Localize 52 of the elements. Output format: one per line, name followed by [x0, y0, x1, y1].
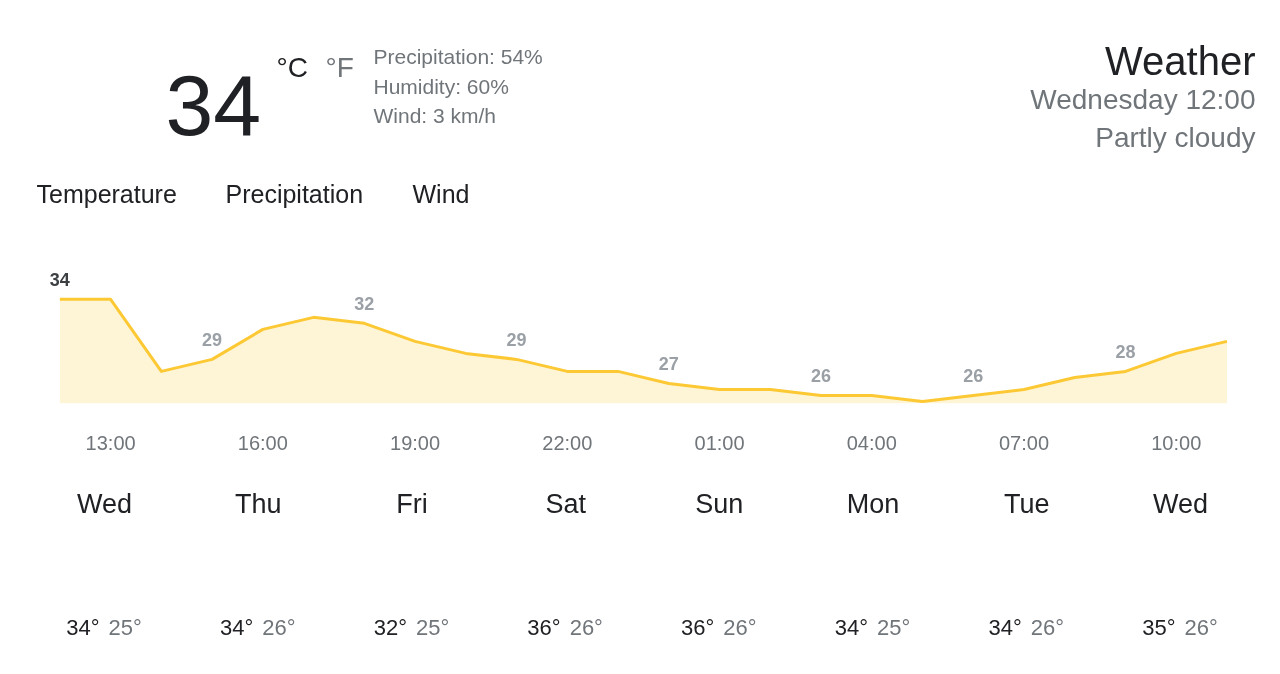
data-label: 26 — [963, 366, 984, 387]
data-label: 32 — [354, 294, 375, 315]
annotation: 26° — [1030, 615, 1065, 640]
category-label: Thu — [234, 488, 282, 519]
data-label: 29 — [506, 330, 527, 351]
annotation: 34° — [834, 615, 869, 640]
x-tick-label: 22:00 — [542, 431, 593, 454]
annotation: 35° — [1142, 615, 1176, 640]
data-label: 29 — [202, 330, 223, 351]
annotation: 26° — [569, 615, 603, 640]
annotation: 25° — [415, 615, 450, 640]
text: Precipitation — [225, 179, 364, 208]
annotation: 25° — [108, 615, 142, 640]
x-tick-label: 07:00 — [998, 431, 1050, 454]
category-label: Tue — [1004, 488, 1050, 519]
annotation: 26° — [723, 615, 757, 640]
text: Temperature — [36, 179, 177, 208]
category-label: Wed — [1152, 488, 1209, 519]
text: Wind: 3 km/h — [373, 104, 497, 127]
x-tick-label: 13:00 — [85, 431, 136, 454]
category-label: Fri — [396, 488, 428, 519]
annotation: 32° — [373, 615, 407, 640]
text: Precipitation: 54% — [373, 45, 543, 68]
annotation: 25° — [877, 615, 911, 640]
text: Weather — [1105, 38, 1256, 83]
annotation: 34° — [66, 615, 100, 640]
annotation: 36° — [681, 615, 715, 640]
annotation: 34° — [988, 615, 1022, 640]
x-tick-label: 01:00 — [694, 431, 745, 454]
x-tick-label: 16:00 — [237, 431, 288, 454]
data-label: 27 — [658, 354, 679, 375]
data-label: 26 — [811, 366, 832, 387]
category-label: Wed — [76, 488, 133, 519]
text: 34 — [165, 57, 262, 153]
category-label: Sat — [545, 488, 587, 519]
data-label: 34 — [49, 270, 70, 291]
x-tick-label: 19:00 — [390, 431, 441, 454]
text: °F — [325, 52, 354, 83]
annotation: 26° — [1184, 615, 1218, 640]
text: Partly cloudy — [1095, 122, 1256, 153]
data-label: 28 — [1115, 342, 1136, 363]
text: Wind — [412, 179, 470, 208]
annotation: 36° — [527, 615, 561, 640]
text: Humidity: 60% — [373, 75, 509, 98]
annotation: 26° — [262, 615, 296, 640]
annotation: 34° — [219, 615, 254, 640]
text: °C — [276, 52, 308, 83]
x-tick-label: 04:00 — [846, 431, 897, 454]
category-label: Mon — [846, 488, 900, 519]
text: Wednesday 12:00 — [1030, 84, 1256, 115]
x-tick-label: 10:00 — [1151, 431, 1202, 454]
category-label: Sun — [695, 488, 744, 519]
